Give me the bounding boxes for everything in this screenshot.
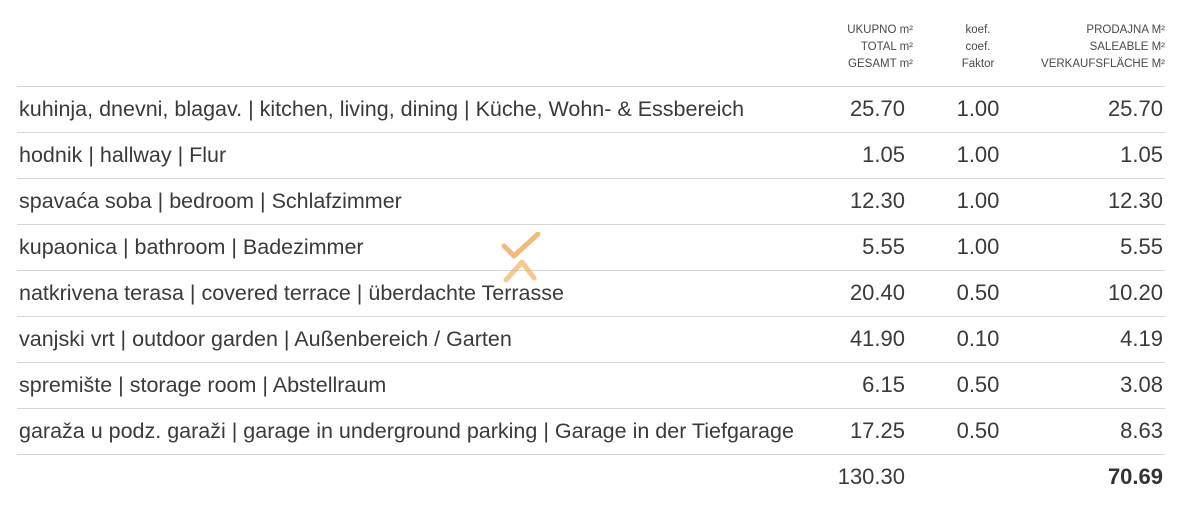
room-name: vanjski vrt | outdoor garden | Außenbere… [19, 327, 512, 351]
table-row: spremište | storage room | Abstellraum 6… [17, 363, 1165, 409]
table-row: natkrivena terasa | covered terrace | üb… [17, 271, 1165, 317]
total-area-value: 5.55 [862, 234, 905, 259]
saleable-area-value: 10.20 [1107, 280, 1163, 305]
totals-row: 130.30 70.69 [17, 455, 1165, 499]
table-row: kuhinja, dnevni, blagav. | kitchen, livi… [17, 87, 1165, 133]
saleable-area-value: 4.19 [1120, 326, 1163, 351]
total-area-value: 17.25 [849, 418, 905, 443]
coefficient-value: 1.00 [956, 188, 1000, 213]
room-name: spremište | storage room | Abstellraum [19, 373, 387, 397]
saleable-area-sum: 70.69 [1107, 464, 1163, 489]
coefficient-value: 0.50 [956, 418, 1000, 443]
area-table: UKUPNO m² TOTAL m² GESAMT m² koef. coef.… [17, 18, 1165, 499]
header-saleable-area: PRODAJNA M² SALEABLE M² VERKAUFSFLÄCHE M… [1041, 24, 1165, 70]
saleable-area-value: 12.30 [1107, 188, 1163, 213]
room-name: hodnik | hallway | Flur [19, 143, 227, 167]
watermark-logo-icon [501, 232, 541, 283]
saleable-area-value: 1.05 [1120, 142, 1163, 167]
header-coefficient: koef. coef. Faktor [961, 24, 995, 70]
room-name: garaža u podz. garaži | garage in underg… [19, 419, 794, 443]
header-total-area: UKUPNO m² TOTAL m² GESAMT m² [847, 24, 913, 70]
total-area-sum: 130.30 [837, 464, 905, 489]
coefficient-value: 1.00 [956, 96, 1000, 121]
coefficient-value: 1.00 [956, 234, 1000, 259]
total-area-value: 20.40 [849, 280, 905, 305]
total-area-value: 41.90 [849, 326, 905, 351]
room-name: spavaća soba | bedroom | Schlafzimmer [19, 189, 402, 213]
total-area-value: 1.05 [862, 142, 905, 167]
room-name: kupaonica | bathroom | Badezimmer [19, 235, 364, 259]
table-row: kupaonica | bathroom | Badezimmer 5.55 1… [17, 225, 1165, 271]
room-name: kuhinja, dnevni, blagav. | kitchen, livi… [19, 97, 745, 121]
saleable-area-value: 8.63 [1120, 418, 1163, 443]
table-header: UKUPNO m² TOTAL m² GESAMT m² koef. coef.… [17, 18, 1165, 87]
saleable-area-value: 3.08 [1120, 372, 1163, 397]
saleable-area-value: 25.70 [1107, 96, 1163, 121]
table-row: spavaća soba | bedroom | Schlafzimmer 12… [17, 179, 1165, 225]
saleable-area-value: 5.55 [1120, 234, 1163, 259]
table-row: hodnik | hallway | Flur 1.05 1.00 1.05 [17, 133, 1165, 179]
coefficient-value: 0.50 [956, 372, 1000, 397]
total-area-value: 25.70 [849, 96, 905, 121]
table-row: vanjski vrt | outdoor garden | Außenbere… [17, 317, 1165, 363]
coefficient-value: 0.10 [956, 326, 1000, 351]
room-name: natkrivena terasa | covered terrace | üb… [19, 281, 564, 305]
coefficient-value: 0.50 [956, 280, 1000, 305]
total-area-value: 12.30 [849, 188, 905, 213]
table-row: garaža u podz. garaži | garage in underg… [17, 409, 1165, 455]
total-area-value: 6.15 [862, 372, 905, 397]
coefficient-value: 1.00 [956, 142, 1000, 167]
